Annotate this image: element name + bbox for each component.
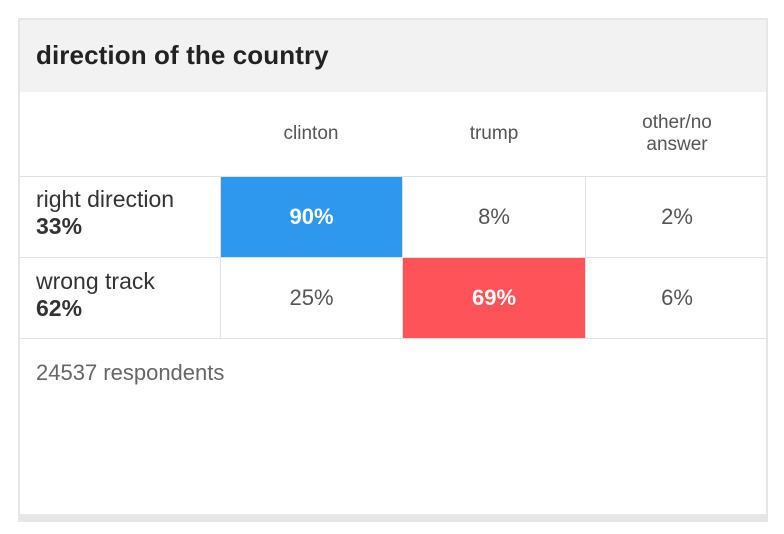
cell-wrong-track-clinton: 25% xyxy=(289,285,334,310)
chart-title: direction of the country xyxy=(36,40,329,70)
row-divider xyxy=(20,338,766,339)
column-header-clinton: clinton xyxy=(283,123,339,144)
column-divider xyxy=(585,176,586,338)
cell-right-direction-other: 2% xyxy=(661,204,693,229)
column-header-other: other/no answer xyxy=(642,112,712,155)
row-label-right-direction: right direction 33% xyxy=(36,186,174,240)
row-label-wrong-track: wrong track 62% xyxy=(36,268,155,322)
cell-wrong-track-trump: 69% xyxy=(403,258,585,338)
card-bottom-border xyxy=(20,514,766,520)
card-header: direction of the country xyxy=(20,20,766,92)
row-share: 33% xyxy=(36,213,83,239)
row-divider xyxy=(20,257,766,258)
row-label-text: right direction xyxy=(36,186,175,212)
poll-card: direction of the country clinton trump o… xyxy=(18,18,768,522)
row-divider xyxy=(20,176,766,177)
row-label-text: wrong track xyxy=(36,268,155,294)
cell-wrong-track-other: 6% xyxy=(661,285,693,310)
cell-right-direction-clinton: 90% xyxy=(221,177,402,257)
column-divider xyxy=(402,176,403,338)
row-share: 62% xyxy=(36,295,83,321)
respondents-footnote: 24537 respondents xyxy=(36,360,225,385)
cell-right-direction-trump: 8% xyxy=(478,204,510,229)
column-divider xyxy=(220,176,221,338)
column-header-trump: trump xyxy=(469,123,519,144)
